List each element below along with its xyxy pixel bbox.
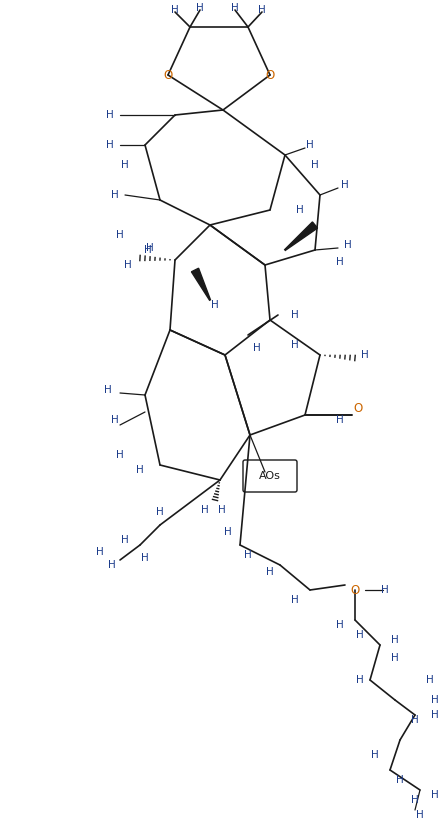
- Text: H: H: [396, 775, 404, 785]
- Text: H: H: [361, 350, 369, 360]
- Text: H: H: [121, 535, 129, 545]
- Text: H: H: [196, 3, 204, 13]
- Text: H: H: [416, 810, 424, 820]
- Text: H: H: [411, 795, 419, 805]
- Text: H: H: [336, 620, 344, 630]
- Text: H: H: [291, 310, 299, 320]
- Text: H: H: [431, 710, 439, 720]
- Text: H: H: [106, 140, 114, 150]
- Text: H: H: [171, 5, 179, 15]
- Text: H: H: [391, 635, 399, 645]
- Text: H: H: [218, 505, 226, 515]
- Text: H: H: [336, 257, 344, 267]
- Text: H: H: [201, 505, 209, 515]
- Text: H: H: [106, 110, 114, 120]
- Text: H: H: [124, 260, 132, 270]
- Text: H: H: [108, 560, 116, 570]
- Polygon shape: [191, 269, 211, 300]
- Text: H: H: [356, 630, 364, 640]
- Text: O: O: [265, 68, 275, 82]
- FancyBboxPatch shape: [243, 460, 297, 492]
- Text: H: H: [391, 653, 399, 663]
- Text: H: H: [116, 450, 124, 460]
- Text: H: H: [341, 180, 349, 190]
- Text: H: H: [116, 230, 124, 240]
- Text: H: H: [96, 547, 104, 557]
- Text: H: H: [224, 527, 232, 537]
- Text: H: H: [104, 385, 112, 395]
- Polygon shape: [285, 222, 318, 250]
- Text: H: H: [156, 507, 164, 517]
- Text: O: O: [353, 401, 363, 414]
- Text: H: H: [344, 240, 352, 250]
- Text: AOs: AOs: [259, 471, 281, 481]
- Text: H: H: [411, 715, 419, 725]
- Text: H: H: [431, 790, 439, 800]
- Text: H: H: [111, 190, 119, 200]
- Text: H: H: [336, 415, 344, 425]
- Text: H: H: [356, 675, 364, 685]
- Text: H: H: [146, 243, 154, 253]
- Text: H: H: [144, 245, 152, 255]
- Text: H: H: [431, 695, 439, 705]
- Text: H: H: [231, 3, 239, 13]
- Text: H: H: [306, 140, 314, 150]
- Text: H: H: [253, 343, 261, 353]
- Text: H: H: [291, 595, 299, 605]
- Text: O: O: [351, 584, 359, 596]
- Text: H: H: [121, 160, 129, 170]
- Text: H: H: [111, 415, 119, 425]
- Text: H: H: [211, 300, 219, 310]
- Text: H: H: [266, 567, 274, 577]
- Text: O: O: [163, 68, 173, 82]
- Text: H: H: [371, 750, 379, 760]
- Text: H: H: [141, 553, 149, 563]
- Text: H: H: [426, 675, 434, 685]
- Text: H: H: [136, 465, 144, 475]
- Text: H: H: [291, 340, 299, 350]
- Text: H: H: [381, 585, 389, 595]
- Text: H: H: [296, 205, 304, 215]
- Text: H: H: [258, 5, 266, 15]
- Text: H: H: [311, 160, 319, 170]
- Text: H: H: [244, 550, 252, 560]
